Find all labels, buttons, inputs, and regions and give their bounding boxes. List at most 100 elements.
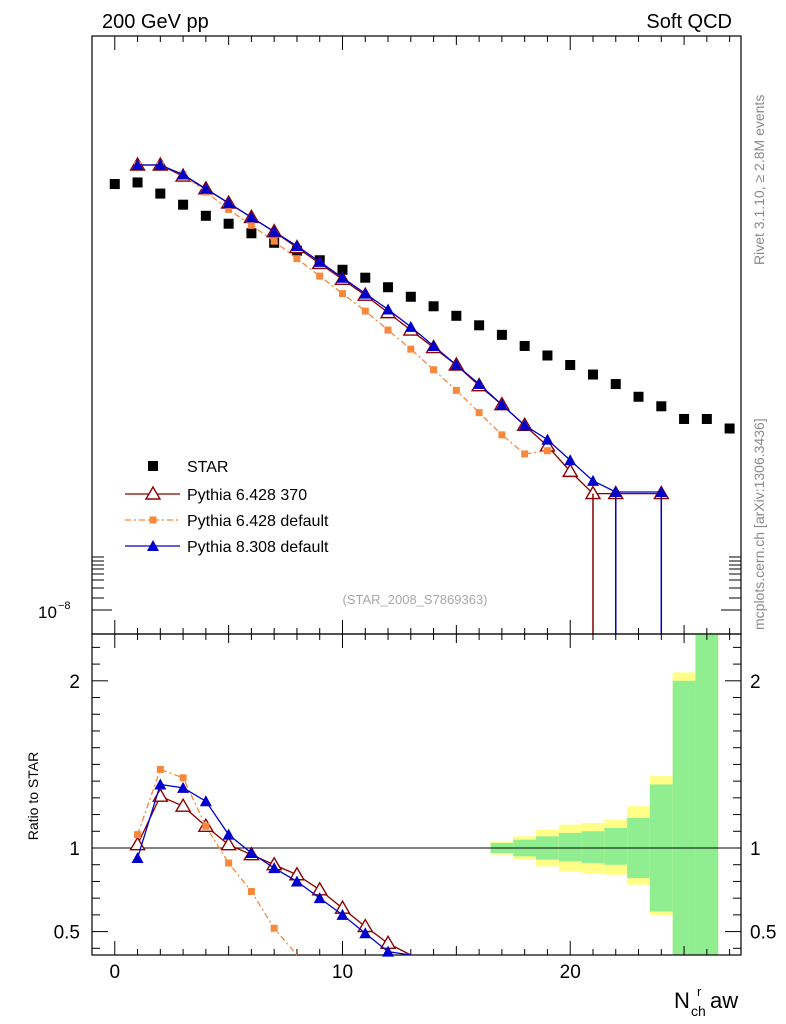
ratio-data-point [270, 924, 278, 932]
legend-item: Pythia 8.308 default [125, 539, 329, 556]
data-point [496, 329, 507, 340]
source-text: mcplots.cern.ch [arXiv:1306.3436] [751, 418, 767, 630]
data-point [359, 287, 372, 299]
data-point [246, 228, 257, 239]
rivet-version-text: Rivet 3.1.10, ≥ 2.8M events [751, 95, 767, 265]
legend-item: Pythia 6.428 370 [125, 485, 307, 504]
data-point [541, 433, 554, 445]
data-point [518, 419, 531, 431]
data-point [427, 339, 440, 351]
series-pythia-6-428-default [134, 161, 551, 458]
data-point [633, 391, 644, 402]
ratio-data-point [382, 945, 395, 957]
data-point [407, 345, 415, 353]
header-right-title: Soft QCD [646, 11, 732, 33]
data-point [154, 159, 167, 170]
data-point [452, 386, 460, 394]
data-point [384, 326, 392, 334]
data-point [225, 205, 233, 213]
svg-text:N: N [674, 988, 690, 1013]
ratio-data-point [134, 831, 142, 839]
ratio-data-point [199, 795, 212, 807]
data-point [475, 409, 483, 417]
legend-label: Pythia 6.428 370 [187, 487, 307, 504]
data-point [495, 398, 508, 410]
x-axis-label: N ch r aw [674, 984, 738, 1019]
data-point [561, 462, 579, 478]
data-point [222, 197, 235, 209]
legend-item: Pythia 6.428 default [125, 513, 329, 530]
series-line [137, 164, 662, 493]
main-y-tick-label: 10 −8 [38, 600, 71, 622]
data-point [543, 447, 551, 455]
data-point [701, 413, 712, 424]
ratio-data-point [202, 822, 210, 830]
ratio-y-tick-label: 0.5 [54, 923, 80, 944]
data-point [542, 350, 553, 361]
data-point [361, 307, 369, 315]
data-point [247, 221, 255, 229]
data-point [565, 360, 576, 371]
main-plot-panel [91, 35, 742, 635]
data-point [268, 225, 281, 237]
data-point [428, 301, 439, 312]
data-point [474, 320, 485, 331]
legend-label: Pythia 8.308 default [187, 539, 329, 556]
ratio-series-pythia-6-428-default [134, 765, 298, 956]
x-tick-label: 20 [560, 962, 581, 983]
ratio-data-point [290, 875, 303, 887]
data-point [609, 486, 622, 498]
ratio-band-green [672, 680, 696, 955]
series-star [109, 177, 735, 434]
ratio-data-point [222, 828, 235, 840]
ratio-frame [91, 633, 742, 956]
data-point [290, 239, 303, 251]
data-point [679, 413, 690, 424]
data-point [404, 320, 417, 332]
data-point [270, 237, 278, 245]
ratio-data-point [220, 836, 237, 851]
ratio-data-point [174, 797, 192, 812]
ratio-y-tick-label: 2 [69, 672, 80, 693]
x-tick-label: 0 [109, 962, 120, 983]
data-point [473, 378, 486, 390]
data-point [360, 272, 371, 283]
ratio-band-green [581, 831, 605, 864]
series-line [137, 164, 662, 495]
legend-marker [147, 540, 159, 551]
ratio-band-green [604, 827, 628, 865]
ratio-data-point [359, 927, 372, 939]
ratio-data-point [154, 778, 167, 790]
ratio-y-tick-label: 1 [69, 839, 80, 860]
data-point [337, 264, 348, 275]
data-point [382, 303, 395, 315]
data-point [564, 454, 577, 466]
ratio-data-point [336, 908, 349, 920]
data-point [316, 272, 324, 280]
series-line [137, 164, 548, 455]
data-point [155, 188, 166, 199]
analysis-watermark: (STAR_2008_S7869363) [342, 592, 487, 607]
legend-marker [144, 485, 162, 500]
ratio-data-point [268, 862, 281, 874]
ratio-y-tick-label-right: 2 [750, 672, 761, 693]
legend-marker [148, 461, 158, 471]
data-point [199, 182, 212, 194]
data-point [519, 340, 530, 351]
data-point [223, 218, 234, 229]
ratio-band-green [695, 634, 719, 955]
data-point [521, 450, 529, 458]
legend: STAR Pythia 6.428 370 Pythia 6.428 default… [125, 459, 329, 556]
data-point [131, 159, 144, 170]
data-point [245, 211, 258, 223]
data-point [109, 179, 120, 190]
data-point [587, 369, 598, 380]
data-point [586, 474, 599, 486]
ratio-data-point [313, 892, 326, 904]
ratio-data-point [177, 781, 190, 793]
ratio-series-pythia-8-308-default [131, 778, 411, 957]
data-point [200, 210, 211, 221]
data-point [656, 401, 667, 412]
svg-text:r: r [697, 984, 702, 999]
